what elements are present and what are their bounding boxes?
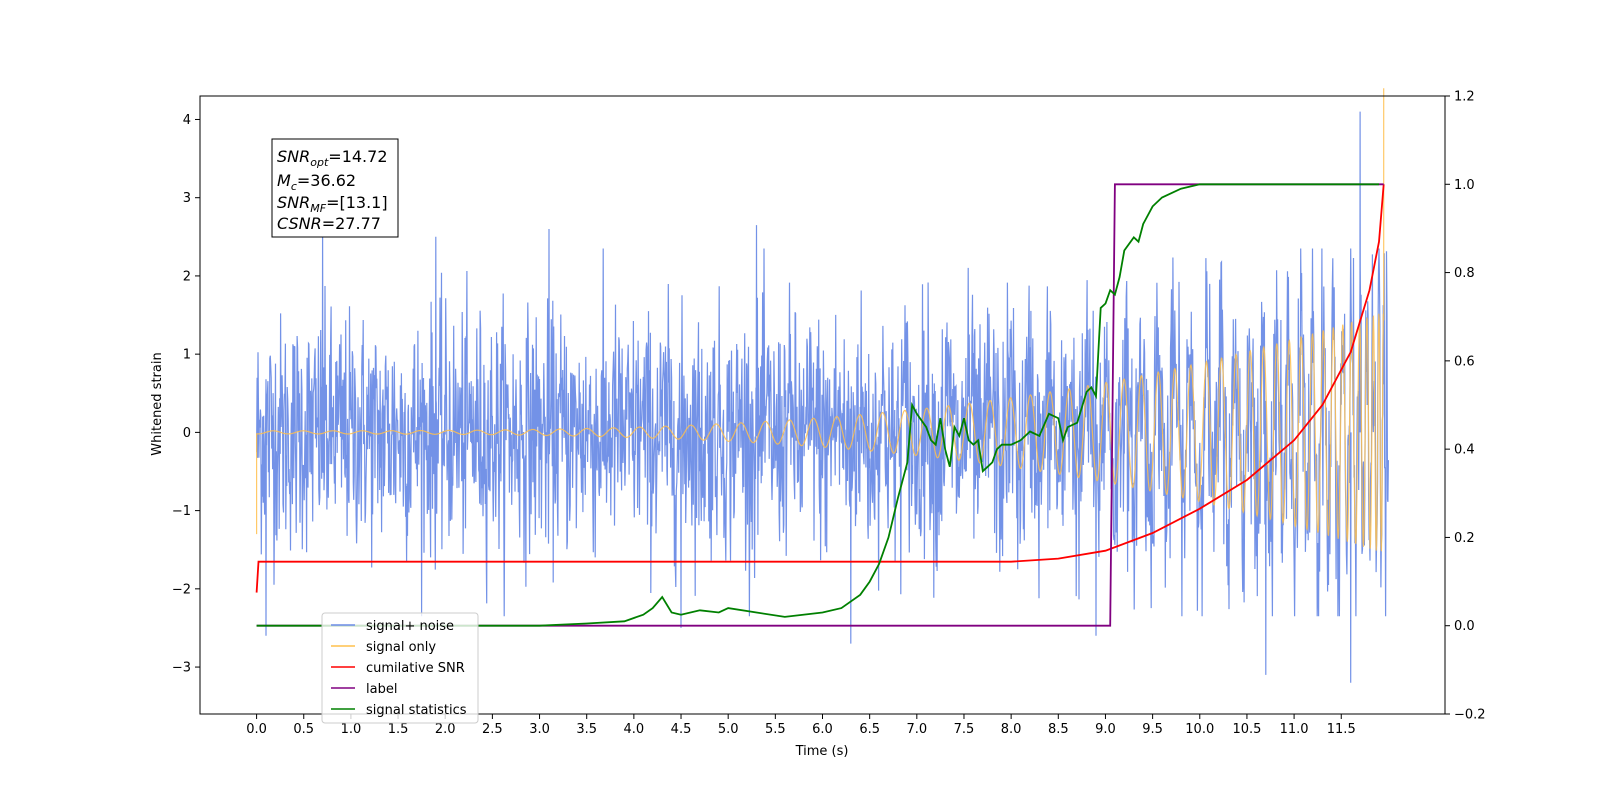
x-tick-label: 7.5 (954, 722, 975, 737)
y2-tick-label: 0.8 (1454, 266, 1475, 281)
x-tick-label: 0.0 (246, 722, 267, 737)
x-tick-label: 9.5 (1142, 722, 1163, 737)
series-line-signal-only (256, 88, 1385, 552)
x-tick-label: 10.0 (1185, 722, 1214, 737)
stats-snr-opt: SNRopt=14.72 (277, 147, 388, 169)
stats-snr-mf: SNRMF=[13.1] (277, 193, 388, 215)
x-tick-label: 7.0 (906, 722, 927, 737)
x-tick-label: 5.0 (718, 722, 739, 737)
y-tick-label: 2 (183, 269, 191, 284)
y2-tick-label: −0.2 (1454, 708, 1486, 723)
x-tick-label: 11.5 (1327, 722, 1356, 737)
x-tick-label: 11.0 (1280, 722, 1309, 737)
x-tick-label: 8.0 (1001, 722, 1022, 737)
series-line-cumulative-snr (255, 184, 1385, 593)
x-tick-label: 2.0 (435, 722, 456, 737)
x-tick-label: 1.0 (341, 722, 362, 737)
y-tick-label: 0 (183, 426, 191, 441)
x-tick-label: 4.5 (671, 722, 692, 737)
x-tick-label: 9.0 (1095, 722, 1116, 737)
x-tick-label: 2.5 (482, 722, 503, 737)
x-tick-label: 3.5 (576, 722, 597, 737)
y2-tick-label: 1.2 (1454, 90, 1475, 105)
y2-tick-label: 0.0 (1454, 619, 1475, 634)
y-tick-label: −2 (172, 582, 191, 597)
y-tick-label: 3 (183, 191, 191, 206)
y2-tick-label: 1.0 (1454, 178, 1475, 193)
y-tick-label: 4 (183, 113, 191, 128)
y-tick-label: 1 (183, 348, 191, 363)
legend-box (321, 612, 479, 724)
y-tick-label: −1 (172, 504, 191, 519)
x-tick-label: 5.5 (765, 722, 786, 737)
x-axis-label: Time (s) (795, 744, 849, 759)
x-tick-label: 3.0 (529, 722, 550, 737)
x-tick-label: 0.5 (293, 722, 314, 737)
legend-label-label: label (366, 682, 397, 697)
stats-csnr: CSNR=27.77 (277, 214, 381, 233)
legend: signal+ noise signal only cumilative SNR… (321, 612, 479, 724)
legend-label-cumulative-snr: cumilative SNR (366, 661, 465, 676)
axes: 0.0 0.5 1.0 1.5 2.0 2.5 3.0 3.5 4.0 4.5 5.0 5.5 6.0 6… (172, 90, 1486, 738)
y-tick-label: −3 (172, 661, 191, 676)
legend-label-signal-statistics: signal statistics (366, 703, 467, 718)
x-tick-label: 1.5 (388, 722, 409, 737)
y-axis-label: Whitened strain (150, 352, 165, 455)
x-tick-label: 4.0 (624, 722, 645, 737)
stats-mc: Mc=36.62 (277, 171, 356, 193)
stats-box (271, 138, 399, 238)
y2-tick-label: 0.2 (1454, 531, 1475, 546)
y2-tick-label: 0.4 (1454, 443, 1475, 458)
plot-area (255, 88, 1389, 683)
x-tick-label: 10.5 (1232, 722, 1261, 737)
x-tick-label: 8.5 (1048, 722, 1069, 737)
x-tick-label: 6.5 (859, 722, 880, 737)
legend-label-signal-only: signal only (366, 640, 436, 655)
series-line-signal-statistics (256, 183, 1379, 627)
y2-tick-label: 0.6 (1454, 354, 1475, 369)
stats-annotation: SNRopt=14.72 Mc=36.62 SNRMF=[13.1] CSNR=… (271, 138, 399, 238)
x-tick-label: 6.0 (812, 722, 833, 737)
legend-label-signal-noise: signal+ noise (366, 619, 454, 634)
